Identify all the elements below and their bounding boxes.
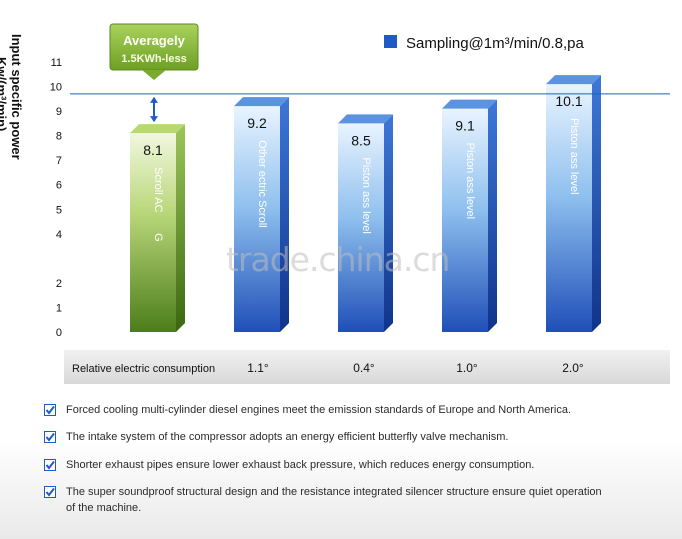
y-tick-label: 4 <box>56 229 62 241</box>
y-axis-title-line2: Kw/(m³/min) <box>0 57 9 131</box>
bar: 9.1 Piston ass level <box>442 99 497 333</box>
bar-side <box>176 124 185 332</box>
bar: 8.1 Scroll AC G <box>130 124 185 332</box>
bar-top <box>338 114 393 124</box>
bars: 8.1 Scroll AC G 9.2 Other ectric Scroll 8.5 Pi… <box>130 75 601 333</box>
table-value: 1.1° <box>247 361 269 375</box>
watermark: trade.china.cn <box>226 240 450 279</box>
feature-text: The super soundproof structural design a… <box>66 486 602 514</box>
checkbox-checked-icon <box>44 486 56 498</box>
difference-arrow-icon <box>150 96 158 123</box>
y-axis-ticks: 0 1 2 4 5 6 7 8 9 10 11 <box>50 57 62 339</box>
y-tick-label: 2 <box>56 278 62 290</box>
bar-top <box>130 124 185 134</box>
bar-top <box>546 75 601 85</box>
bar-value-label: 10.1 <box>555 93 582 109</box>
table-row-label: Relative electric consumption <box>72 363 215 375</box>
feature-text: The intake system of the compressor adop… <box>66 431 509 443</box>
bar-front <box>338 123 384 332</box>
feature-text: Forced cooling multi-cylinder diesel eng… <box>66 404 572 416</box>
bar-side <box>592 75 601 332</box>
y-axis-title-line1: Input specific power <box>9 34 24 160</box>
feature-item: The intake system of the compressor adop… <box>44 429 508 445</box>
bar-category-label: Piston ass level <box>464 143 476 219</box>
bar: 9.2 Other ectric Scroll <box>234 97 289 332</box>
y-tick-label: 8 <box>56 131 62 143</box>
y-tick-label: 11 <box>51 57 62 69</box>
callout: Averagely 1.5KWh-less <box>109 23 199 80</box>
bar-chart: Input specific power Kw/(m³/min) Samplin… <box>0 23 670 384</box>
table-value: 1.0° <box>456 361 478 375</box>
bar-category-label: Piston ass level <box>360 157 372 233</box>
feature-item: The super soundproof structural design a… <box>44 484 604 516</box>
bar-value-label: 8.1 <box>143 142 163 158</box>
checkbox-checked-icon <box>44 459 56 471</box>
chart-title: Sampling@1m³/min/0.8,pa <box>406 35 584 52</box>
bar-category-label: Piston ass level <box>568 118 580 194</box>
bar-front <box>442 108 488 333</box>
y-tick-label: 6 <box>56 180 62 192</box>
bar-category-label: Other ectric Scroll <box>256 140 268 227</box>
bar: 10.1 Piston ass level <box>546 75 601 332</box>
y-tick-label: 7 <box>56 155 62 167</box>
table-value: 2.0° <box>562 361 584 375</box>
consumption-table-row <box>64 350 670 384</box>
checkbox-checked-icon <box>44 404 56 416</box>
bar-side <box>280 97 289 332</box>
legend-swatch <box>384 35 397 48</box>
bar-front <box>130 133 176 332</box>
feature-text: Shorter exhaust pipes ensure lower exhau… <box>66 459 535 471</box>
bar-front <box>546 84 592 332</box>
bar-category-label-partial: G <box>152 233 164 242</box>
y-tick-label: 9 <box>56 106 62 118</box>
table-value: 0.4° <box>353 361 375 375</box>
bar-top <box>234 97 289 107</box>
y-tick-label: 5 <box>56 204 62 216</box>
feature-item: Forced cooling multi-cylinder diesel eng… <box>44 402 571 418</box>
bar-category-label: Scroll AC <box>152 167 164 212</box>
bar-front <box>234 106 280 332</box>
bar-value-label: 9.1 <box>455 118 475 134</box>
y-tick-label: 0 <box>56 327 62 339</box>
bar-top <box>442 99 497 109</box>
bar-side <box>384 114 393 332</box>
y-tick-label: 10 <box>50 82 62 94</box>
table-values: 1.1° 0.4° 1.0° 2.0° <box>247 361 584 375</box>
bar-value-label: 9.2 <box>247 115 267 131</box>
bar: 8.5 Piston ass level <box>338 114 393 332</box>
feature-item: Shorter exhaust pipes ensure lower exhau… <box>44 457 534 473</box>
y-tick-label: 1 <box>56 302 62 314</box>
callout-line2: 1.5KWh-less <box>121 53 186 65</box>
checkbox-checked-icon <box>44 431 56 443</box>
bar-side <box>488 99 497 333</box>
callout-line1: Averagely <box>123 33 185 48</box>
bar-value-label: 8.5 <box>351 132 371 148</box>
